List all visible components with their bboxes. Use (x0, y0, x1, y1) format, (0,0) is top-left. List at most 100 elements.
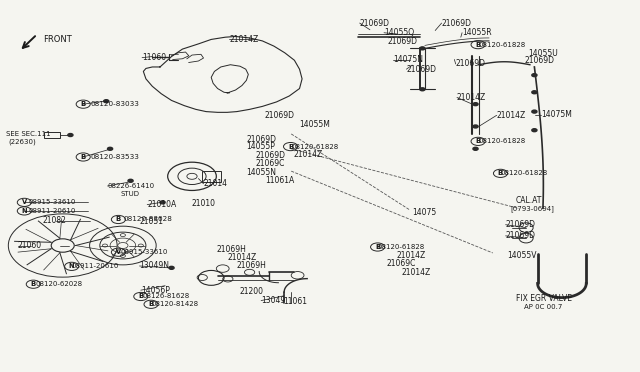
Text: 08911-20610: 08911-20610 (72, 263, 119, 269)
Text: 21069D: 21069D (388, 37, 418, 46)
Circle shape (68, 134, 73, 137)
Text: 21082: 21082 (42, 216, 66, 225)
Text: AP 0C 00.7: AP 0C 00.7 (524, 304, 562, 310)
Text: 14055N: 14055N (246, 168, 276, 177)
Text: 14075: 14075 (412, 208, 436, 217)
Text: 21069D: 21069D (264, 111, 294, 120)
Text: 21014Z: 21014Z (457, 93, 486, 102)
Text: 08120-61828: 08120-61828 (378, 244, 425, 250)
Text: 21014Z: 21014Z (497, 111, 526, 120)
Circle shape (532, 91, 537, 94)
Text: 08126-81628: 08126-81628 (142, 294, 189, 299)
Text: V: V (22, 199, 27, 205)
Text: 08120-62028: 08120-62028 (35, 281, 83, 287)
Text: B: B (288, 144, 293, 150)
Text: 21069D: 21069D (525, 56, 555, 65)
Text: 11061A: 11061A (266, 176, 295, 185)
Text: 21069D: 21069D (506, 231, 536, 240)
Circle shape (160, 201, 165, 204)
Text: 14055M: 14055M (300, 120, 330, 129)
Text: 14055V: 14055V (507, 251, 536, 260)
Text: 11061: 11061 (283, 297, 307, 306)
Text: 21069H: 21069H (237, 261, 267, 270)
Text: 21200: 21200 (240, 287, 264, 296)
Text: (22630): (22630) (8, 139, 36, 145)
Text: B: B (116, 217, 121, 222)
Text: 21069D: 21069D (246, 135, 276, 144)
Text: 14055Q: 14055Q (384, 28, 414, 37)
Text: 08120-83033: 08120-83033 (91, 101, 140, 107)
Circle shape (128, 179, 133, 182)
Text: SEE SEC.111: SEE SEC.111 (6, 131, 51, 137)
Circle shape (420, 88, 425, 91)
Circle shape (473, 103, 478, 106)
Text: B: B (476, 138, 481, 144)
Text: 21069C: 21069C (387, 259, 416, 268)
Text: B: B (81, 154, 86, 160)
Text: B: B (498, 170, 503, 176)
Text: 13049: 13049 (261, 296, 285, 305)
Text: 21069D: 21069D (360, 19, 390, 28)
Text: 14075M: 14075M (541, 110, 572, 119)
Text: 21069C: 21069C (256, 159, 285, 168)
Text: 08120-81428: 08120-81428 (151, 301, 198, 307)
Text: 21051: 21051 (140, 217, 164, 226)
Text: N: N (22, 208, 27, 214)
Text: 08911-20610: 08911-20610 (28, 208, 76, 214)
Text: 21014: 21014 (204, 179, 228, 188)
Text: 08120-61828: 08120-61828 (500, 170, 548, 176)
Text: 21069D: 21069D (256, 151, 286, 160)
Text: 14055R: 14055R (462, 28, 492, 37)
Text: 14055U: 14055U (529, 49, 558, 58)
Circle shape (108, 147, 113, 150)
Text: [0793-0694]: [0793-0694] (511, 206, 555, 212)
Text: 08120-61828: 08120-61828 (479, 42, 526, 48)
Text: 08120-61828: 08120-61828 (479, 138, 526, 144)
Bar (44, 132, 60, 138)
Text: 21069D: 21069D (506, 220, 536, 229)
Text: 08915-33610: 08915-33610 (28, 199, 76, 205)
Circle shape (420, 47, 425, 50)
Text: 21069D: 21069D (442, 19, 472, 28)
Text: 14055P: 14055P (246, 142, 275, 151)
Text: 08120-61828: 08120-61828 (291, 144, 339, 150)
Text: FRONT: FRONT (44, 35, 72, 44)
Text: B: B (138, 294, 143, 299)
Text: 21014Z: 21014Z (228, 253, 257, 262)
Circle shape (473, 125, 478, 128)
Text: 08120-83533: 08120-83533 (91, 154, 140, 160)
Circle shape (532, 110, 537, 113)
Text: 08120-83028: 08120-83028 (124, 217, 172, 222)
Text: 08226-61410: 08226-61410 (108, 183, 155, 189)
Text: B: B (31, 281, 36, 287)
Bar (202, 171, 221, 182)
Text: 21069D: 21069D (456, 60, 486, 68)
Text: B: B (148, 301, 154, 307)
Text: 21014Z: 21014Z (293, 150, 323, 159)
Circle shape (169, 266, 174, 269)
Text: 21010: 21010 (192, 199, 216, 208)
Text: 21060: 21060 (18, 241, 42, 250)
Text: STUD: STUD (120, 191, 140, 197)
Text: 11060: 11060 (142, 53, 166, 62)
Text: 21010A: 21010A (147, 200, 177, 209)
Circle shape (532, 74, 537, 77)
Text: B: B (81, 101, 86, 107)
Text: FIX EGR VALVE: FIX EGR VALVE (516, 294, 572, 303)
Circle shape (532, 129, 537, 132)
Text: N: N (69, 263, 74, 269)
Text: CAL.AT: CAL.AT (516, 196, 542, 205)
Text: 21014Z: 21014Z (402, 268, 431, 277)
Text: 21069H: 21069H (216, 245, 246, 254)
Text: 21014Z: 21014Z (229, 35, 259, 44)
Text: V: V (116, 249, 121, 255)
Text: 14075N: 14075N (393, 55, 423, 64)
Text: 08915-33610: 08915-33610 (120, 249, 168, 255)
Text: 21069D: 21069D (406, 65, 436, 74)
Text: 21014Z: 21014Z (397, 251, 426, 260)
Text: 13049N: 13049N (140, 262, 170, 270)
Text: B: B (476, 42, 481, 48)
Text: 14056P: 14056P (141, 286, 170, 295)
Text: B: B (375, 244, 380, 250)
Circle shape (473, 147, 478, 150)
